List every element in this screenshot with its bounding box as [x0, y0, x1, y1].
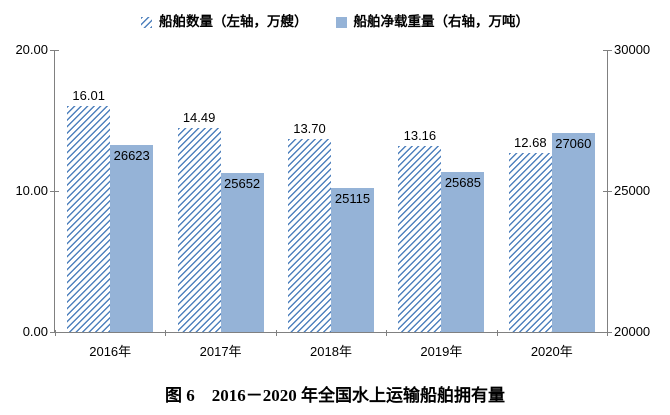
- bar-ship-count: [67, 106, 111, 332]
- x-axis-tick: [55, 330, 56, 336]
- left-axis-tick-label: 20.00: [15, 42, 48, 57]
- right-axis-tick-label: 25000: [614, 183, 651, 198]
- bar-value-label: 14.49: [182, 109, 216, 125]
- x-axis-line: [54, 332, 608, 333]
- x-axis-category-label: 2020年: [530, 344, 573, 359]
- x-axis-tick: [276, 330, 277, 336]
- bar-value-label: 13.70: [293, 120, 326, 136]
- left-axis-tick-label: 0.00: [22, 324, 48, 339]
- bar-deadweight: [441, 171, 485, 332]
- solid-swatch-icon: [335, 16, 347, 28]
- bar-value-label: 25685: [444, 174, 481, 190]
- bar-deadweight: [110, 145, 154, 332]
- bar-ship-count: [288, 138, 331, 332]
- legend-label-ship-count: 船舶数量（左轴，万艘）: [159, 14, 308, 29]
- bar-value-label: 12.68: [514, 135, 547, 151]
- figure-caption: 图 6 2016－2020 年全国水上运输船舶拥有量: [165, 386, 505, 405]
- bar-value-label: 16.01: [72, 88, 105, 104]
- right-axis-tick-label: 30000: [614, 42, 651, 57]
- right-axis-tick-label: 20000: [614, 324, 651, 339]
- x-axis-category-label: 2017年: [199, 344, 242, 359]
- x-axis-category-label: 2018年: [310, 344, 352, 359]
- bar-deadweight: [551, 132, 595, 332]
- bar-value-label: 26623: [113, 148, 150, 164]
- x-axis-tick: [607, 330, 608, 336]
- left-axis-tick: [50, 50, 59, 51]
- bar-deadweight: [220, 172, 264, 332]
- right-axis-tick: [603, 50, 612, 51]
- bar-deadweight: [331, 187, 374, 332]
- bar-value-label: 27060: [555, 135, 592, 151]
- bar-ship-count: [398, 146, 442, 332]
- legend-label-deadweight: 船舶净载重量（右轴，万吨）: [353, 14, 530, 29]
- x-axis-category-label: 2019年: [420, 344, 463, 359]
- bar-value-label: 13.16: [403, 128, 437, 144]
- chart-legend: 船舶数量（左轴，万艘） 船舶净载重量（右轴，万吨）: [0, 10, 670, 34]
- x-axis-tick: [497, 330, 498, 336]
- left-axis-tick: [50, 332, 59, 333]
- bar-value-label: 25652: [224, 175, 261, 191]
- bar-ship-count: [177, 127, 221, 332]
- hatched-swatch-icon: [141, 16, 152, 28]
- x-axis-category-label: 2016年: [89, 344, 132, 359]
- legend-item-deadweight: 船舶净载重量（右轴，万吨）: [335, 14, 530, 30]
- bar-ship-count: [508, 153, 552, 332]
- left-axis-tick-label: 10.00: [15, 183, 48, 198]
- right-axis-tick: [603, 191, 612, 192]
- x-axis-tick: [386, 330, 387, 336]
- x-axis-tick: [165, 330, 166, 336]
- bar-value-label: 25115: [334, 190, 371, 206]
- legend-item-ship-count: 船舶数量（左轴，万艘）: [141, 14, 308, 30]
- left-axis-tick: [50, 191, 59, 192]
